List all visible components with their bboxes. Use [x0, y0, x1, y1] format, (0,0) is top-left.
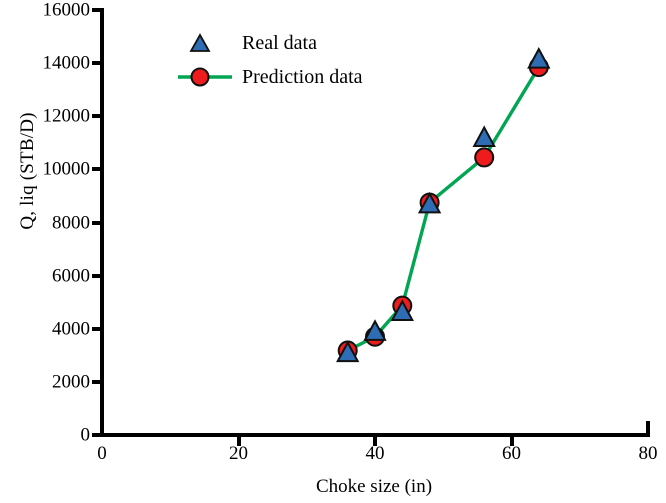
y-tick-mark [92, 273, 102, 278]
y-tick-label: 2000 [52, 371, 90, 393]
x-tick-mark [509, 437, 514, 446]
x-axis-right-cap [646, 421, 650, 437]
y-tick-label: 8000 [52, 212, 90, 233]
real-data-point [417, 191, 442, 214]
legend-marker-triangle-icon [178, 30, 236, 56]
real-data-point [527, 47, 551, 69]
y-tick-mark [92, 114, 102, 119]
x-axis-line [100, 433, 650, 437]
y-tick-mark [92, 8, 102, 12]
x-tick-label: 80 [638, 443, 658, 464]
y-tick-label: 4000 [52, 318, 90, 340]
x-tick-label: 40 [365, 443, 385, 464]
y-tick-mark [92, 167, 102, 172]
y-tick-label: 12000 [42, 105, 91, 127]
legend-marker-circle-line-icon [178, 64, 236, 90]
y-tick-mark [92, 379, 102, 384]
legend-label-prediction-data: Prediction data [242, 65, 363, 88]
x-tick-mark [236, 437, 241, 446]
real-data-point [363, 319, 387, 341]
y-axis-line [100, 8, 104, 437]
prediction-data-point [474, 147, 495, 168]
legend-label-real-data: Real data [242, 31, 317, 54]
x-axis-title: Choke size (in) [315, 476, 433, 497]
real-data-point [390, 299, 414, 321]
prediction-data-line [346, 66, 541, 353]
y-tick-label: 0 [80, 424, 91, 446]
y-tick-mark [92, 220, 102, 225]
legend-item-prediction-data: Prediction data [178, 60, 448, 94]
legend-item-real-data: Real data [178, 26, 448, 60]
x-tick-label: 0 [97, 443, 107, 464]
x-tick-mark [373, 437, 377, 446]
y-tick-mark [92, 433, 102, 437]
y-tick-mark [92, 326, 102, 331]
chart-legend: Real data Prediction data [178, 26, 448, 94]
x-tick-label: 20 [229, 443, 248, 464]
x-tick-label: 60 [502, 443, 521, 464]
y-tick-label: 6000 [52, 265, 90, 287]
y-tick-label: 16000 [42, 0, 91, 21]
y-tick-mark [92, 61, 102, 66]
y-axis-tick-labels: 0 2000 4000 6000 8000 10000 12000 14000 16000 [0, 0, 91, 503]
y-tick-label: 10000 [42, 158, 91, 180]
real-data-point [336, 340, 360, 363]
y-tick-label: 14000 [42, 52, 91, 74]
real-data-point [472, 125, 496, 147]
